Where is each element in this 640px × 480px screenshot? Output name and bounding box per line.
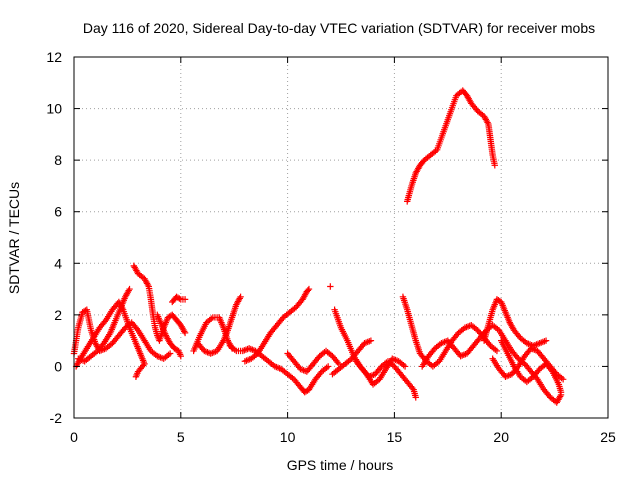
data-point-marker xyxy=(126,285,133,293)
x-tick-label: 5 xyxy=(177,429,185,445)
series-s21 xyxy=(498,337,565,396)
series-s19 xyxy=(480,296,550,349)
series-s7 xyxy=(190,314,236,355)
data-point-marker xyxy=(327,283,334,290)
data-point-marker xyxy=(237,293,244,301)
data-point-marker xyxy=(401,363,409,370)
y-tick-label: 2 xyxy=(54,307,62,323)
x-tick-label: 25 xyxy=(600,429,616,445)
data-point-marker xyxy=(491,162,498,169)
data-point-marker xyxy=(559,376,567,383)
series-s15 xyxy=(352,358,419,401)
data-point-marker xyxy=(367,337,375,344)
series-s1 xyxy=(70,306,174,362)
x-tick-label: 20 xyxy=(493,429,509,445)
x-tick-label: 10 xyxy=(280,429,296,445)
series-s17 xyxy=(404,87,498,205)
plot-frame xyxy=(73,56,609,419)
chart-title: Day 116 of 2020, Sidereal Day-to-day VTE… xyxy=(83,20,595,36)
y-tick-label: 10 xyxy=(46,101,62,117)
y-tick-label: -2 xyxy=(50,410,63,426)
axis-ticks xyxy=(73,56,609,419)
data-point-marker xyxy=(324,363,332,370)
y-tick-label: 6 xyxy=(54,204,62,220)
y-axis-title: SDTVAR / TECUs xyxy=(6,182,22,294)
tick-labels: 0 5 10 15 20 25 -2 0 2 4 6 8 10 12 xyxy=(46,49,616,445)
series-s11 xyxy=(284,347,343,375)
series-s6 xyxy=(169,293,189,306)
series-s3 xyxy=(75,285,133,365)
series-s18 xyxy=(418,321,565,406)
data-marks xyxy=(70,87,567,406)
data-point-marker xyxy=(412,394,419,401)
data-point-marker xyxy=(210,349,218,356)
data-point-marker xyxy=(304,287,312,294)
y-tick-label: 8 xyxy=(54,152,62,168)
series-s8 xyxy=(194,293,244,357)
data-point-marker xyxy=(493,347,501,355)
y-tick-label: 0 xyxy=(54,358,62,374)
series-s10 xyxy=(241,285,313,365)
x-axis-title: GPS time / hours xyxy=(287,457,394,473)
x-tick-label: 0 xyxy=(70,429,78,445)
y-tick-label: 12 xyxy=(46,49,62,65)
series-s14 xyxy=(329,337,375,378)
data-point-marker xyxy=(181,329,189,337)
data-point-marker xyxy=(557,389,565,396)
series-s9 xyxy=(226,342,332,396)
data-point-marker xyxy=(166,350,174,357)
data-point-marker xyxy=(176,295,183,302)
data-point-marker xyxy=(242,346,250,353)
x-tick-label: 15 xyxy=(387,429,403,445)
y-tick-label: 4 xyxy=(54,255,62,271)
data-point-marker xyxy=(177,352,184,360)
data-point-marker xyxy=(181,296,189,303)
series-s2 xyxy=(72,298,148,380)
data-point-marker xyxy=(305,285,313,293)
data-point-marker xyxy=(132,373,140,380)
series-s12 xyxy=(327,283,334,290)
series-s4 xyxy=(130,262,189,344)
series-s5 xyxy=(154,311,184,360)
data-point-marker xyxy=(542,337,550,344)
